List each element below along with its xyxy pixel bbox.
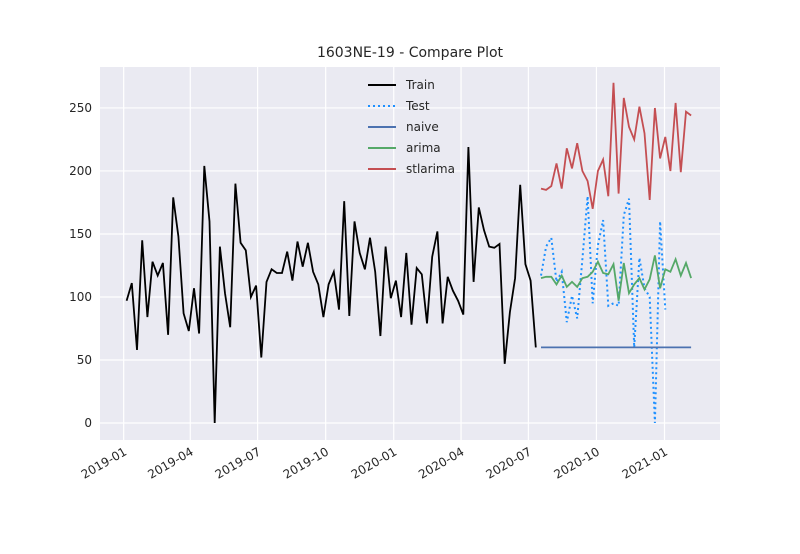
- y-tick-label: 100: [69, 290, 92, 304]
- series-line: [540, 196, 667, 424]
- x-tick-label: 2020-01: [349, 444, 399, 481]
- x-tick-label: 2019-01: [79, 444, 129, 481]
- series-line: [540, 82, 692, 209]
- x-tick-label: 2019-04: [145, 444, 195, 481]
- x-tick-label: 2019-10: [281, 444, 331, 481]
- y-tick-label: 200: [69, 164, 92, 178]
- legend-label: Train: [405, 78, 435, 92]
- x-tick-label: 2020-10: [552, 444, 602, 481]
- legend-label: naive: [406, 120, 439, 134]
- y-tick-label: 50: [77, 353, 92, 367]
- x-tick-label: 2021-01: [620, 444, 670, 481]
- x-tick-label: 2020-07: [483, 444, 533, 481]
- y-tick-label: 250: [69, 101, 92, 115]
- chart-title: 1603NE-19 - Compare Plot: [317, 45, 504, 61]
- legend-label: Test: [405, 99, 430, 113]
- legend-label: stlarima: [406, 162, 455, 176]
- series-line: [125, 146, 537, 424]
- series-line: [540, 255, 692, 301]
- y-tick-label: 150: [69, 227, 92, 241]
- x-tick-label: 2020-04: [416, 444, 466, 481]
- x-tick-label: 2019-07: [213, 444, 263, 481]
- y-tick-label: 0: [84, 416, 92, 430]
- plot-area: [100, 67, 720, 440]
- legend-label: arima: [406, 141, 441, 155]
